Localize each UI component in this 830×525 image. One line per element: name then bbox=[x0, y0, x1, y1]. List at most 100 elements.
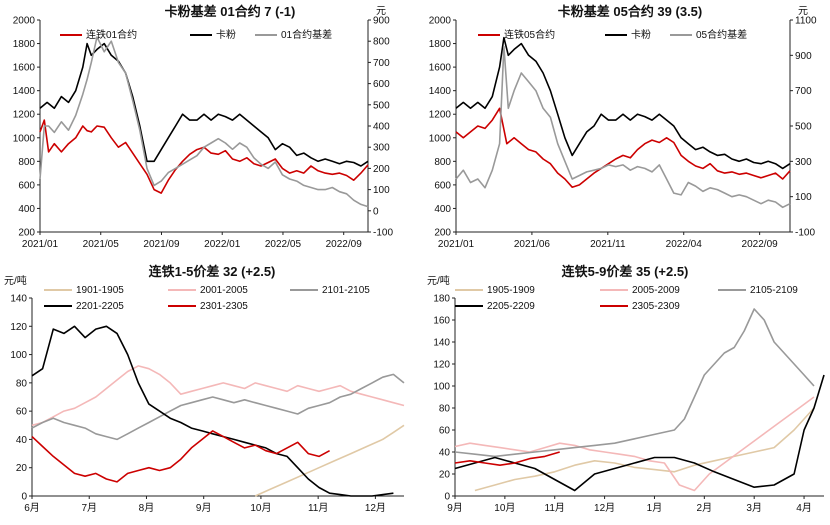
y-tick-label: 0 bbox=[444, 492, 450, 503]
y-tick-label: 1600 bbox=[13, 63, 36, 74]
y-right-tick-label: 100 bbox=[795, 192, 812, 203]
left-axis-unit: 元/吨 bbox=[4, 274, 27, 287]
y-tick-label: 100 bbox=[10, 350, 27, 361]
y-tick-label: 140 bbox=[433, 338, 450, 349]
legend-label: 卡粉 bbox=[216, 28, 236, 41]
y-tick-label: 80 bbox=[439, 404, 451, 415]
chart-panel-3: 连铁1-5价差 32 (+2.5) 0 20 40 60 80 100 120 140 元/吨 6月… bbox=[4, 264, 405, 514]
legend-label: 1905-1909 bbox=[487, 285, 535, 296]
y-right-tick-label: 300 bbox=[373, 143, 390, 154]
series-line-2105-2109 bbox=[454, 308, 815, 458]
x-tick-label: 11月 bbox=[545, 502, 565, 514]
chart-title: 连铁1-5价差 32 (+2.5) bbox=[149, 264, 276, 279]
series-line-2301-2305 bbox=[31, 430, 330, 483]
x-tick-label: 2022/01 bbox=[204, 239, 241, 250]
y-right-tick-label: 200 bbox=[373, 164, 390, 175]
legend-label: 01合约基差 bbox=[281, 28, 332, 41]
y-tick-label: 400 bbox=[434, 204, 451, 215]
y-right-tick-label: 700 bbox=[373, 58, 390, 69]
x-tick-label: 10月 bbox=[494, 502, 515, 514]
x-tick-label: 2021/09 bbox=[143, 239, 180, 250]
x-tick-label: 6月 bbox=[24, 502, 40, 514]
y-tick-label: 20 bbox=[16, 463, 28, 474]
legend-label: 2301-2305 bbox=[200, 301, 248, 312]
x-tick-label: 10月 bbox=[250, 502, 271, 514]
y-tick-label: 200 bbox=[434, 228, 451, 239]
legend-label: 2205-2209 bbox=[487, 301, 535, 312]
series-line-1901-1905 bbox=[254, 424, 405, 497]
y-tick-label: 40 bbox=[439, 448, 451, 459]
chart-title: 卡粉基差 01合约 7 (-1) bbox=[165, 4, 296, 19]
right-axis-unit: 元 bbox=[798, 6, 808, 17]
y-tick-label: 180 bbox=[433, 294, 450, 305]
legend-label: 2105-2109 bbox=[750, 285, 798, 296]
y-right-tick-label: 500 bbox=[795, 122, 812, 133]
y-tick-label: 1200 bbox=[429, 110, 452, 121]
series-line-2305-2309 bbox=[454, 451, 560, 467]
y-tick-label: 120 bbox=[433, 360, 450, 371]
legend-label: 1901-1905 bbox=[76, 285, 124, 296]
y-right-tick-label: 500 bbox=[373, 100, 390, 111]
y-right-tick-label: 100 bbox=[373, 185, 390, 196]
x-tick-label: 2022/05 bbox=[265, 239, 302, 250]
y-right-tick-label: 600 bbox=[373, 79, 390, 90]
chart-panel-2: 卡粉基差 05合约 39 (3.5) 200 400 600 800 1000 1200 14… bbox=[429, 4, 817, 250]
series-line-2101-2105 bbox=[31, 373, 405, 441]
y-right-tick-label: 0 bbox=[373, 206, 379, 217]
y-tick-label: 1400 bbox=[429, 86, 452, 97]
y-tick-label: 1600 bbox=[429, 63, 452, 74]
legend-label: 2001-2005 bbox=[200, 285, 248, 296]
left-axis-unit: 元/吨 bbox=[427, 274, 450, 287]
x-tick-label: 8月 bbox=[139, 502, 155, 514]
x-tick-label: 9月 bbox=[447, 502, 463, 514]
y-right-tick-label: 700 bbox=[795, 86, 812, 97]
x-tick-label: 1月 bbox=[647, 502, 663, 514]
x-tick-label: 12月 bbox=[594, 502, 615, 514]
series-line-卡粉 bbox=[39, 42, 369, 167]
legend-label: 2101-2105 bbox=[322, 285, 370, 296]
y-right-tick-label: 300 bbox=[795, 157, 812, 168]
x-tick-label: 12月 bbox=[365, 502, 386, 514]
x-tick-label: 2022/09 bbox=[326, 239, 363, 250]
x-tick-label: 2021/01 bbox=[22, 239, 59, 250]
chart-title: 卡粉基差 05合约 39 (3.5) bbox=[558, 4, 703, 19]
y-right-tick-label: 1100 bbox=[795, 16, 817, 27]
right-axis-unit: 元 bbox=[376, 6, 386, 17]
legend-label: 卡粉 bbox=[631, 28, 651, 41]
y-tick-label: 600 bbox=[434, 180, 451, 191]
y-tick-label: 800 bbox=[434, 157, 451, 168]
series-line-05合约基差 bbox=[455, 45, 791, 209]
legend-label: 2005-2009 bbox=[632, 285, 680, 296]
y-tick-label: 100 bbox=[433, 382, 450, 393]
y-tick-label: 1000 bbox=[13, 133, 36, 144]
y-tick-label: 40 bbox=[16, 435, 28, 446]
x-tick-label: 7月 bbox=[81, 502, 97, 514]
series-line-连铁05合约 bbox=[455, 107, 791, 188]
x-tick-label: 2021/11 bbox=[590, 239, 626, 250]
chart-title: 连铁5-9价差 35 (+2.5) bbox=[562, 264, 689, 279]
y-tick-label: 800 bbox=[18, 157, 35, 168]
legend-label: 2201-2205 bbox=[76, 301, 124, 312]
x-tick-label: 2021/05 bbox=[83, 239, 120, 250]
x-tick-label: 9月 bbox=[196, 502, 212, 514]
y-tick-label: 120 bbox=[10, 322, 27, 333]
y-tick-label: 2000 bbox=[13, 16, 36, 27]
y-right-tick-label: 900 bbox=[373, 16, 390, 27]
x-tick-label: 2022/09 bbox=[742, 239, 779, 250]
chart-panel-4: 连铁5-9价差 35 (+2.5) 0 20 40 60 80 100 120 140 160 18… bbox=[427, 264, 825, 514]
series-line-2201-2205 bbox=[31, 325, 394, 497]
y-tick-label: 400 bbox=[18, 204, 35, 215]
legend-label: 05合约基差 bbox=[696, 28, 747, 41]
y-tick-label: 1800 bbox=[429, 39, 452, 50]
series-line-1905-1909 bbox=[474, 407, 815, 492]
legend-label: 2305-2309 bbox=[632, 301, 680, 312]
y-tick-label: 60 bbox=[439, 426, 451, 437]
y-tick-label: 1200 bbox=[13, 110, 36, 121]
series-line-2001-2005 bbox=[31, 365, 405, 427]
y-tick-label: 200 bbox=[18, 228, 35, 239]
y-right-tick-label: 900 bbox=[795, 51, 812, 62]
series-line-连铁01合约 bbox=[39, 119, 369, 194]
chart-panel-1: 卡粉基差 01合约 7 (-1)200400600800100012001400… bbox=[13, 4, 394, 250]
